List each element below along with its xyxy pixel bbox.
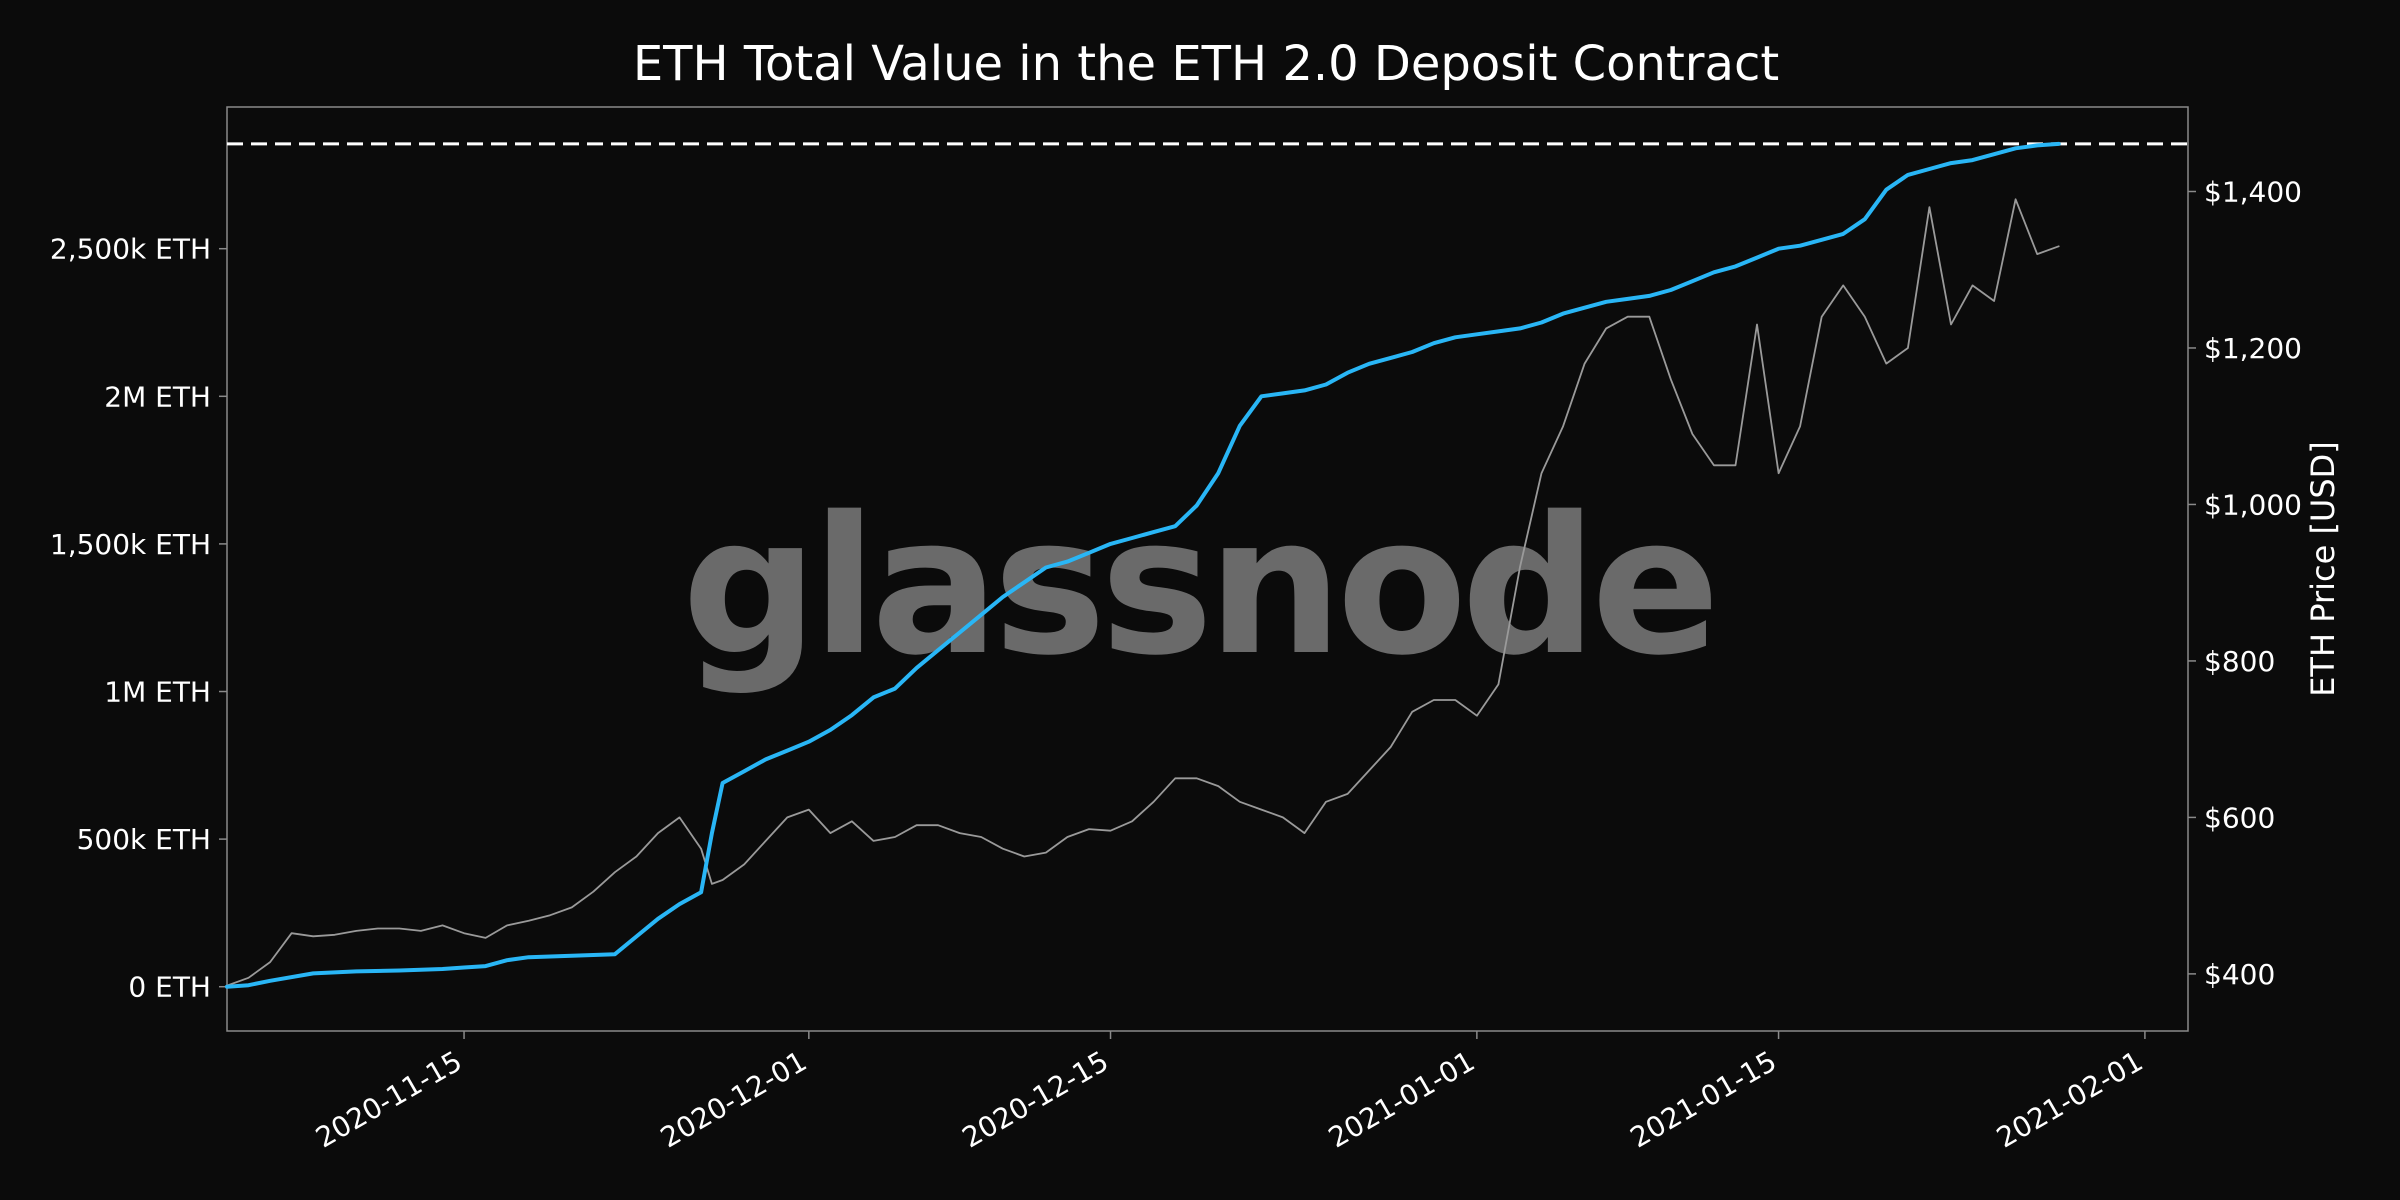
left-tick-label-5: 2,500k ETH xyxy=(50,233,211,266)
left-tick-label-0: 0 ETH xyxy=(128,971,211,1004)
right-axis-label: ETH Price [USD] xyxy=(2304,441,2342,697)
series-layer xyxy=(225,141,2188,989)
left-tick-label-2: 1M ETH xyxy=(104,676,211,709)
left-tick-label-4: 2M ETH xyxy=(104,380,211,413)
right-tick-label-0: $400 xyxy=(2204,958,2275,991)
deposit-line xyxy=(225,141,2061,989)
right-tick-label-3: $1,000 xyxy=(2204,488,2302,521)
right-tick-label-1: $600 xyxy=(2204,801,2275,834)
right-axis-ticks: $400 $600 $800 $1,000 $1,200 $1,400 xyxy=(2188,175,2302,991)
chart-title: ETH Total Value in the ETH 2.0 Deposit C… xyxy=(633,36,1779,92)
price-line xyxy=(226,198,2060,987)
watermark: glassnode xyxy=(682,476,1714,697)
left-axis-ticks: 0 ETH 500k ETH 1M ETH 1,500k ETH 2M ETH 2,500… xyxy=(50,233,227,1004)
right-tick-label-5: $1,400 xyxy=(2204,175,2302,208)
right-tick-label-2: $800 xyxy=(2204,645,2275,678)
left-tick-label-1: 500k ETH xyxy=(77,823,211,856)
right-tick-label-4: $1,200 xyxy=(2204,332,2302,365)
plot-frame xyxy=(226,106,2189,1032)
left-tick-label-3: 1,500k ETH xyxy=(50,528,211,561)
